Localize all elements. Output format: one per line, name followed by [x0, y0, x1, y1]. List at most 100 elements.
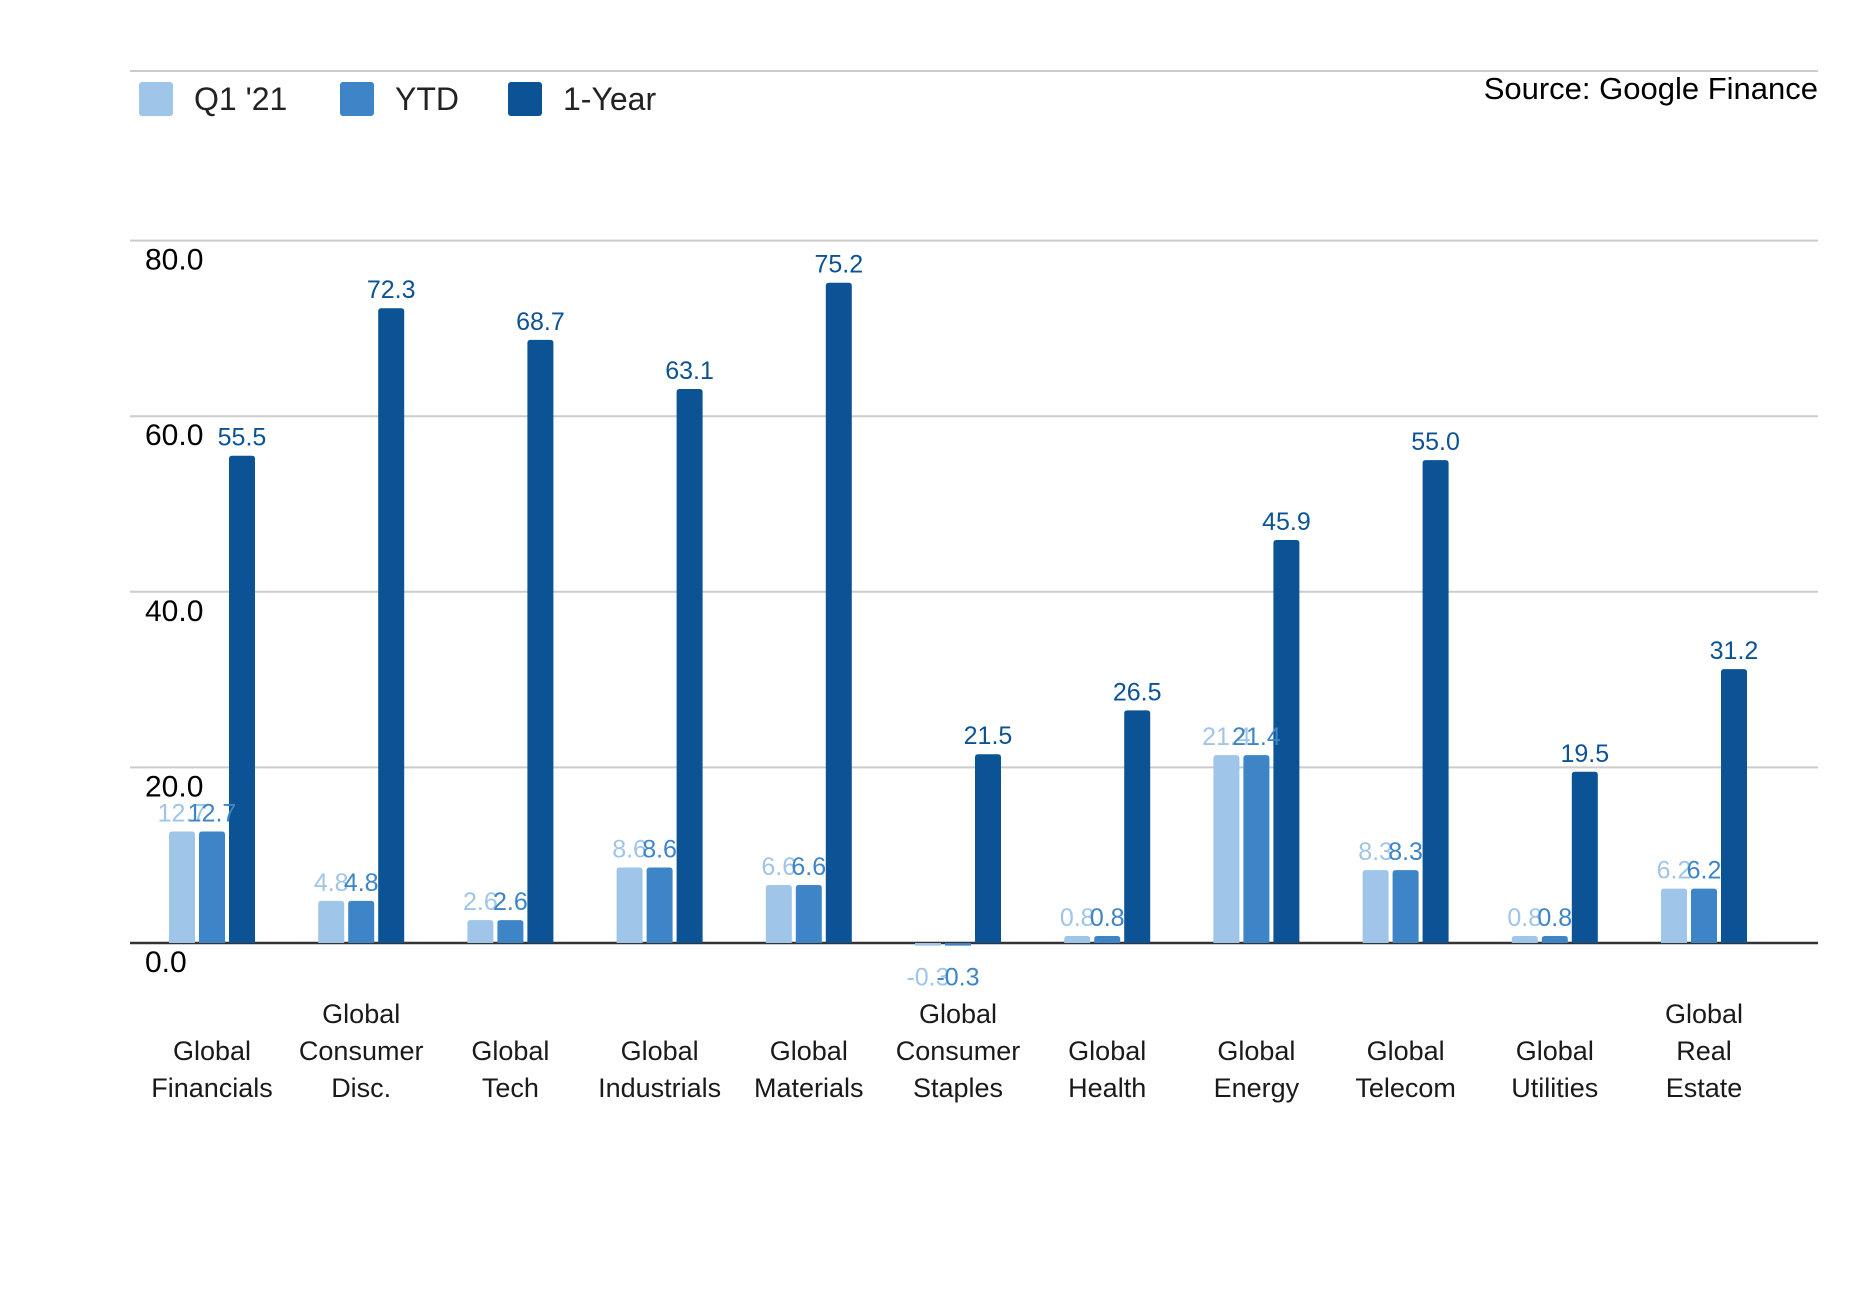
- bar-oneyear-5: [975, 754, 1001, 943]
- bar-oneyear-0: [229, 455, 255, 943]
- category-label-line: Estate: [1666, 1073, 1743, 1103]
- category-label-line: Consumer: [299, 1036, 424, 1066]
- bar-oneyear-3: [676, 388, 703, 943]
- category-label-line: Industrials: [598, 1073, 721, 1103]
- data-label-q1-1: 4.8: [314, 869, 349, 897]
- y-tick-label: 40.0: [145, 595, 203, 628]
- data-label-ytd-5: -0.3: [936, 964, 979, 992]
- data-label-ytd-9: 0.8: [1537, 904, 1572, 932]
- category-label-line: Consumer: [896, 1036, 1021, 1066]
- category-label-line: Health: [1068, 1073, 1146, 1103]
- category-label-line: Global: [1068, 1036, 1146, 1066]
- legend: Q1 '21 YTD 1-Year: [139, 81, 656, 117]
- source-note: Source: Google Finance: [1484, 71, 1818, 106]
- data-label-ytd-1: 4.8: [344, 869, 379, 897]
- bar-q1-10: [1661, 888, 1687, 943]
- data-label-oneyear-9: 19.5: [1560, 740, 1609, 768]
- category-label-line: Global: [1217, 1036, 1295, 1066]
- bar-q1-6: [1064, 935, 1091, 943]
- legend-label-q1: Q1 '21: [194, 81, 287, 117]
- bar-q1-7: [1213, 755, 1240, 943]
- category-label-line: Utilities: [1511, 1073, 1598, 1103]
- category-label-line: Energy: [1214, 1073, 1300, 1103]
- data-label-oneyear-0: 55.5: [218, 424, 267, 452]
- category-label-3: Global Industrials: [598, 1036, 721, 1103]
- y-tick-label: 60.0: [145, 419, 203, 452]
- category-label-line: Materials: [754, 1073, 864, 1103]
- data-label-oneyear-6: 26.5: [1113, 678, 1162, 706]
- bar-ytd-0: [199, 831, 225, 943]
- bars-layer: [169, 282, 1747, 946]
- bar-q1-8: [1362, 870, 1389, 943]
- category-label-line: Global: [1367, 1036, 1445, 1066]
- bar-oneyear-6: [1124, 710, 1151, 943]
- data-label-ytd-6: 0.8: [1090, 904, 1125, 932]
- bar-q1-3: [616, 867, 643, 943]
- category-label-line: Staples: [913, 1073, 1003, 1103]
- data-label-oneyear-4: 75.2: [814, 251, 863, 279]
- legend-swatch-ytd: [340, 82, 374, 116]
- legend-swatch-q1: [139, 82, 173, 116]
- data-label-ytd-8: 8.3: [1388, 838, 1423, 866]
- category-label-line: Global: [1516, 1036, 1594, 1066]
- bar-ytd-4: [795, 885, 822, 943]
- category-label-4: Global Materials: [754, 1036, 864, 1103]
- bar-ytd-7: [1243, 755, 1270, 943]
- data-label-ytd-3: 8.6: [642, 835, 677, 863]
- bar-oneyear-10: [1721, 669, 1747, 943]
- data-label-ytd-2: 2.6: [493, 888, 528, 916]
- category-label-line: Disc.: [331, 1073, 391, 1103]
- y-tick-label: 20.0: [145, 770, 203, 803]
- data-label-oneyear-10: 31.2: [1710, 637, 1759, 665]
- bar-oneyear-9: [1571, 771, 1598, 943]
- category-label-line: Telecom: [1355, 1073, 1456, 1103]
- data-label-oneyear-2: 68.7: [516, 308, 565, 336]
- data-label-q1-9: 0.8: [1507, 904, 1542, 932]
- category-label-1: Global Consumer Disc.: [299, 999, 424, 1103]
- bar-ytd-5: [945, 943, 971, 946]
- bar-q1-4: [765, 885, 792, 943]
- bar-q1-5: [915, 943, 941, 946]
- legend-label-ytd: YTD: [395, 81, 459, 117]
- category-label-line: Global: [322, 999, 400, 1029]
- bar-q1-0: [169, 831, 195, 943]
- bar-ytd-2: [497, 920, 524, 943]
- category-label-5: Global Consumer Staples: [896, 999, 1021, 1103]
- category-label-line: Financials: [151, 1073, 273, 1103]
- data-label-oneyear-1: 72.3: [367, 276, 416, 304]
- category-label-line: Global: [173, 1036, 251, 1066]
- bar-ytd-3: [646, 867, 673, 943]
- category-label-7: Global Energy: [1214, 1036, 1300, 1103]
- category-label-line: Global: [471, 1036, 549, 1066]
- category-label-2: Global Tech: [471, 1036, 549, 1103]
- category-label-line: Global: [1665, 999, 1743, 1029]
- data-label-q1-7: 21.4: [1202, 723, 1251, 751]
- legend-label-oneyear: 1-Year: [563, 81, 656, 117]
- category-label-9: Global Utilities: [1511, 1036, 1598, 1103]
- data-label-q1-0: 12.7: [158, 799, 207, 827]
- category-label-10: Global Real Estate: [1665, 999, 1743, 1103]
- category-label-line: Tech: [482, 1073, 539, 1103]
- data-label-oneyear-3: 63.1: [665, 357, 714, 385]
- bar-q1-9: [1511, 935, 1538, 943]
- bar-q1-2: [467, 920, 494, 943]
- y-tick-label: 80.0: [145, 244, 203, 277]
- data-label-q1-5: -0.3: [906, 964, 949, 992]
- data-label-q1-8: 8.3: [1358, 838, 1393, 866]
- data-label-ytd-7: 21.4: [1232, 723, 1281, 751]
- bar-ytd-1: [348, 900, 375, 943]
- grid-layer: [130, 70, 1818, 945]
- data-label-ytd-4: 6.6: [791, 853, 826, 881]
- y-axis-ticks: 0.0 20.0 40.0 60.0 80.0: [145, 244, 203, 979]
- bar-oneyear-4: [825, 282, 852, 943]
- data-label-oneyear-7: 45.9: [1262, 508, 1311, 536]
- bar-ytd-9: [1541, 935, 1568, 943]
- data-label-ytd-10: 6.2: [1687, 857, 1722, 885]
- data-label-q1-6: 0.8: [1060, 904, 1095, 932]
- data-label-oneyear-8: 55.0: [1411, 428, 1460, 456]
- data-label-q1-4: 6.6: [761, 853, 796, 881]
- bar-oneyear-7: [1273, 539, 1300, 943]
